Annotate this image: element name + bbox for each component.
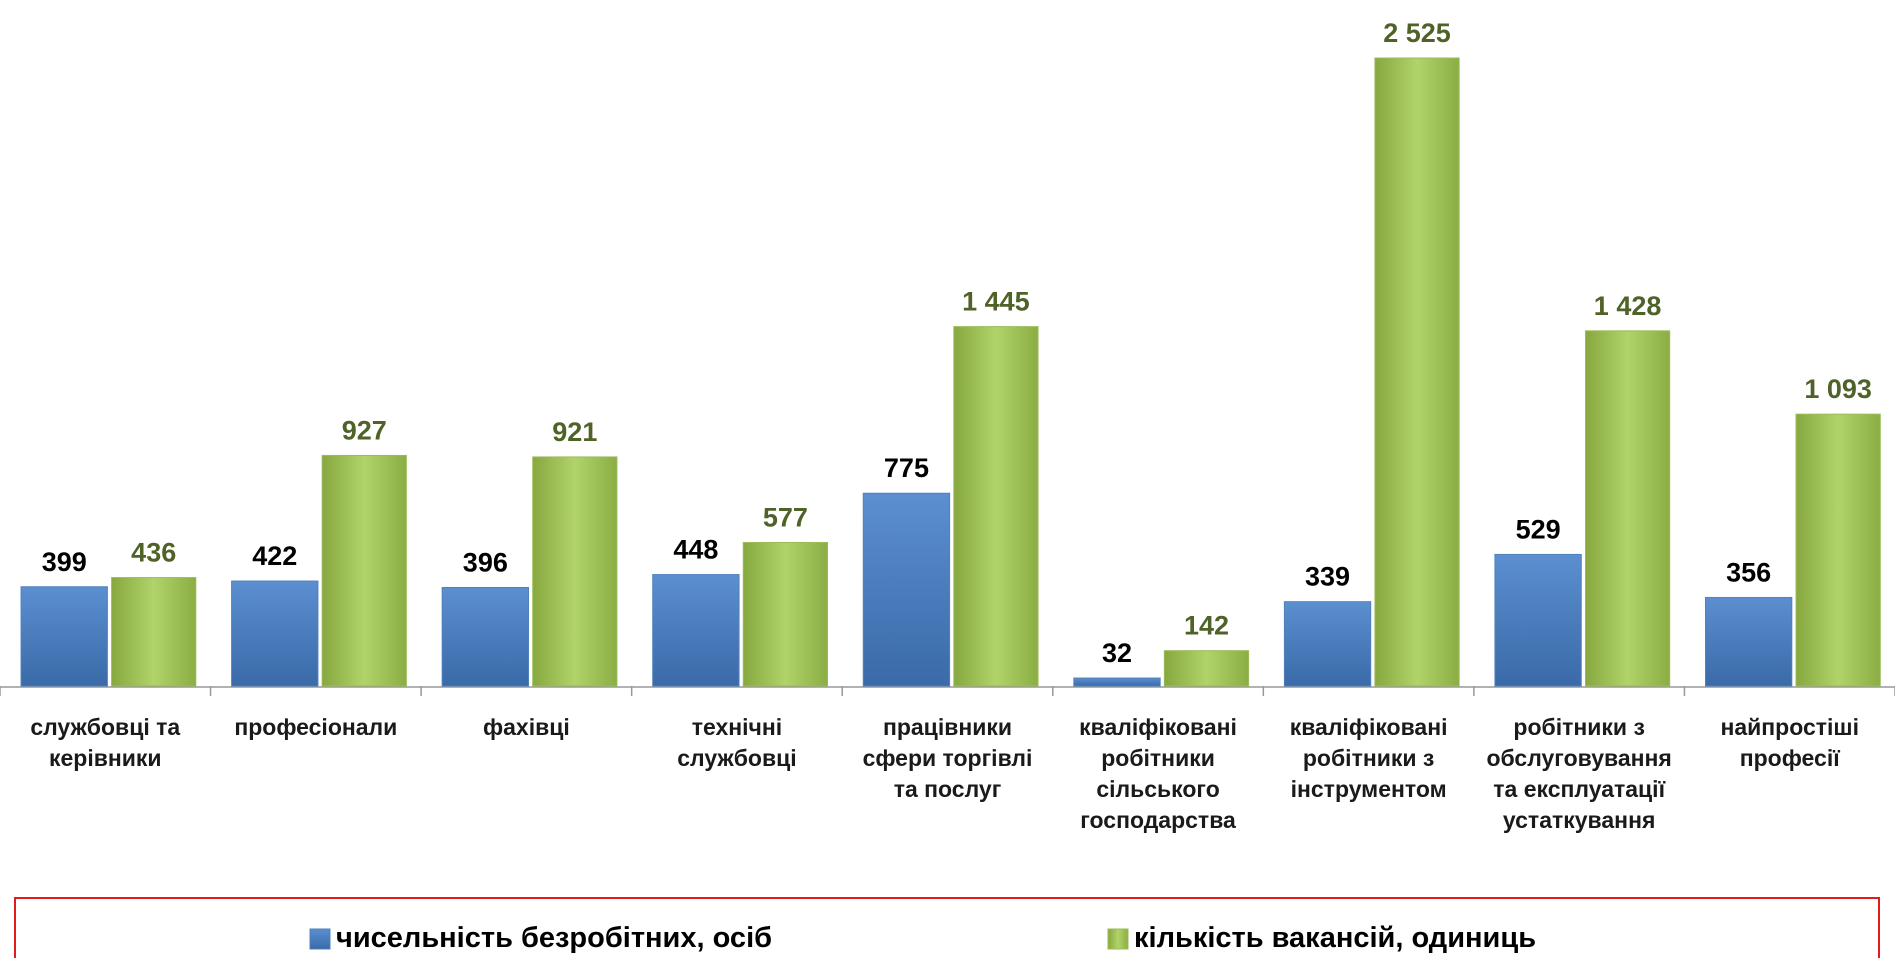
data-label: 339 [1305,562,1350,592]
bar [652,574,740,687]
data-label: 399 [42,547,87,577]
x-tick-label: кваліфіковані робітники сільського госпо… [1079,714,1237,833]
bar [20,586,108,687]
legend-label: кількість вакансій, одиниць [1134,922,1536,954]
x-tick-label: робітники з обслуговування та експлуатац… [1486,714,1672,833]
bar [1494,553,1582,687]
bar [231,580,319,687]
data-label: 1 445 [962,287,1030,317]
legend-swatch [309,928,331,950]
data-label: 529 [1516,514,1561,544]
bar [1584,330,1671,687]
data-label: 1 093 [1804,374,1872,404]
bar [1283,601,1372,687]
legend-box [14,897,1880,958]
bar [953,326,1039,687]
data-label: 2 525 [1383,18,1451,48]
x-tick-label: найпростіші професії [1720,714,1859,771]
legend-label: чисельність безробітних, осіб [336,922,772,954]
bar [1073,677,1161,687]
bar [111,577,197,687]
x-tick-label: службовці та керівники [30,714,181,771]
bar [1795,413,1881,687]
legend-swatch [1107,928,1129,950]
x-tick-label: працівники сфери торгівлі та послуг [862,714,1033,802]
bar [1163,650,1250,687]
data-label: 775 [884,453,929,483]
x-tick-label: кваліфіковані робітники з інструментом [1289,714,1448,802]
data-label: 396 [463,548,508,578]
bar [441,587,529,687]
bar [1374,57,1460,687]
bar [1705,596,1793,687]
data-label: 32 [1102,638,1132,668]
bar [532,456,618,687]
data-label: 142 [1184,611,1229,641]
data-label: 356 [1726,557,1771,587]
bar [321,454,407,687]
data-label: 927 [342,415,387,445]
x-tick-label: фахівці [482,714,570,740]
x-tick-label: професіонали [234,714,398,740]
data-label: 436 [131,538,176,568]
data-label: 577 [763,502,808,532]
data-label: 921 [552,417,597,447]
bar [742,541,828,687]
data-label: 422 [252,541,297,571]
x-tick-label: технічні службовці [677,714,797,771]
data-label: 1 428 [1594,291,1662,321]
bar [862,492,951,687]
data-label: 448 [673,535,718,565]
